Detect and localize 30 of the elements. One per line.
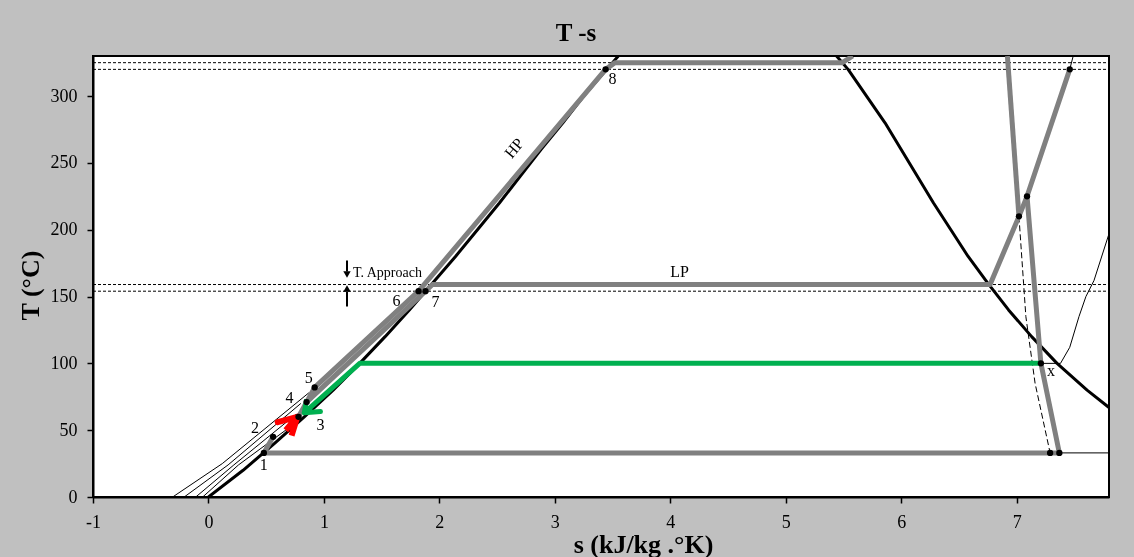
x-tick-label: -1: [86, 511, 101, 532]
annotation: 8: [608, 70, 617, 88]
annotation: 2: [251, 418, 260, 436]
annotation: LP: [670, 262, 689, 280]
annotation: 1: [259, 455, 268, 473]
y-tick-label: 200: [50, 219, 78, 240]
y-tick-label: 100: [50, 352, 78, 373]
y-tick-label: 300: [50, 85, 78, 106]
y-tick-label: 250: [50, 152, 78, 173]
annotation: 6: [392, 292, 401, 310]
annotation: HP: [500, 134, 528, 162]
x-tick-label: 0: [204, 511, 214, 532]
chart-title: T -s: [555, 19, 597, 46]
annotation: T. Approach: [353, 264, 422, 280]
x-tick-label: 2: [435, 511, 445, 532]
x-tick-label: 7: [1012, 511, 1022, 532]
y-axis-title: T (°C): [15, 250, 45, 321]
x-tick-label: 3: [550, 511, 560, 532]
annotation: 3: [316, 415, 325, 433]
annotation: 7: [431, 293, 440, 311]
x-tick-label: 1: [319, 511, 329, 532]
x-tick-label: 5: [781, 511, 791, 532]
y-tick-label: 0: [68, 486, 78, 507]
annotation: 5: [304, 369, 313, 387]
x-tick-label: 4: [666, 511, 676, 532]
annotation: x: [1046, 362, 1055, 380]
x-tick-label: 6: [897, 511, 907, 532]
y-tick-label: 50: [59, 419, 78, 440]
y-tick-label: 150: [50, 286, 78, 307]
annotation: 4: [285, 389, 294, 407]
